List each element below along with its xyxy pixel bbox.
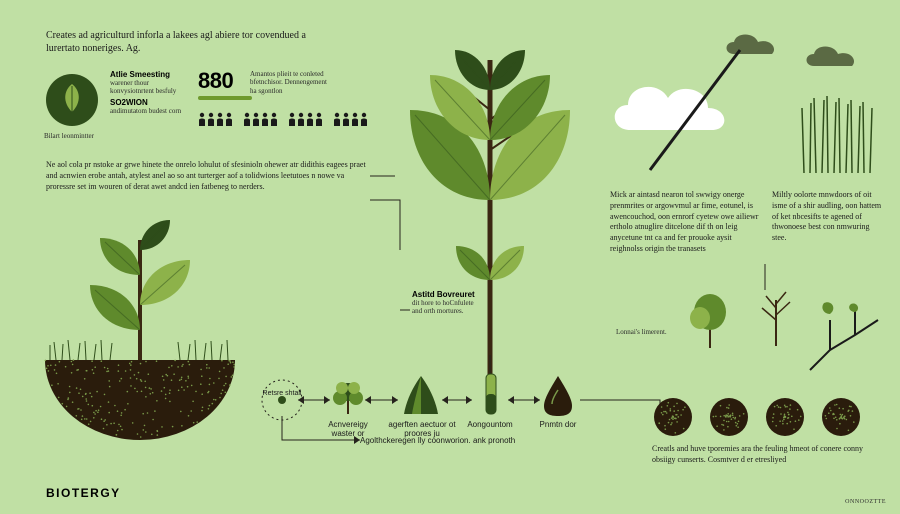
hub-label: Retsre shtall xyxy=(258,390,306,398)
seed-ball-icon xyxy=(764,396,806,438)
proc-label-2: Aongountom xyxy=(460,420,520,429)
seed-ball-icon xyxy=(652,396,694,438)
tube-icon xyxy=(476,370,506,418)
mound-icon xyxy=(398,372,444,418)
seed-row xyxy=(652,396,862,438)
cluster-icon xyxy=(326,374,370,418)
process-footer: Agolthckeregen lly coonworion. ank prono… xyxy=(360,436,520,445)
bottom-right-text: Creatls and huve tporemies ara the feuli… xyxy=(652,444,872,466)
seed-ball-icon xyxy=(708,396,750,438)
drop-icon xyxy=(540,374,576,418)
proc-label-3: Pnmtn dor xyxy=(530,420,586,429)
infographic-canvas: Creates ad agriculturd inforla a lakees … xyxy=(0,0,900,514)
seed-ball-icon xyxy=(820,396,862,438)
hub-circle xyxy=(258,376,306,424)
credit: ONNOOZTTE xyxy=(845,499,886,506)
brand-wordmark: BIOTERGY xyxy=(46,486,121,500)
